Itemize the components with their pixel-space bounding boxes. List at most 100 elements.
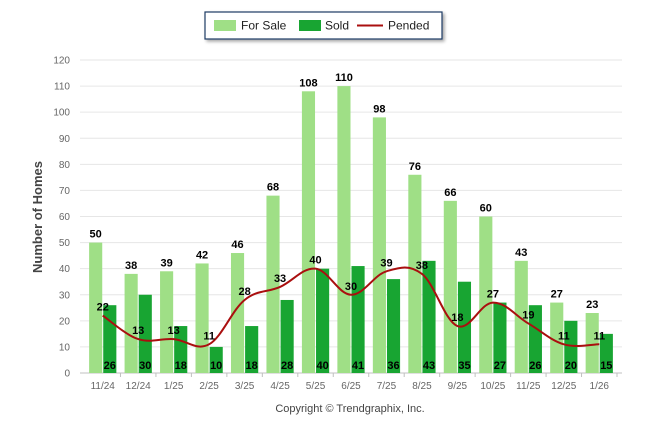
pended-value-label: 39 xyxy=(380,257,392,269)
y-tick-label: 120 xyxy=(53,56,70,67)
for-sale-value-label: 39 xyxy=(160,257,172,269)
legend-sold-label: Sold xyxy=(325,19,349,33)
legend-pended-label: Pended xyxy=(388,19,429,33)
sold-bar xyxy=(209,346,223,373)
pended-value-label: 19 xyxy=(522,309,534,321)
sold-bar xyxy=(138,294,152,373)
sold-value-label: 30 xyxy=(139,360,151,372)
for-sale-value-label: 110 xyxy=(335,72,353,84)
sold-value-label: 43 xyxy=(423,360,435,372)
pended-line xyxy=(102,266,600,348)
sold-value-label: 18 xyxy=(246,360,258,372)
for-sale-bar xyxy=(160,271,174,373)
for-sale-bar xyxy=(443,200,457,373)
pended-value-label: 11 xyxy=(203,330,215,342)
x-tick-label: 12/24 xyxy=(126,381,151,392)
y-tick-label: 90 xyxy=(59,134,71,145)
pended-value-label: 11 xyxy=(558,330,570,342)
x-tick-label: 8/25 xyxy=(412,381,432,392)
sold-value-label: 18 xyxy=(175,360,187,372)
for-sale-value-label: 50 xyxy=(90,229,102,241)
y-tick-label: 40 xyxy=(59,264,71,275)
y-tick-label: 20 xyxy=(59,316,71,327)
pended-value-label: 38 xyxy=(416,260,428,272)
sold-value-label: 41 xyxy=(352,360,364,372)
for-sale-bar xyxy=(479,216,493,373)
legend-for-sale-label: For Sale xyxy=(241,19,287,33)
for-sale-bar xyxy=(89,242,103,373)
for-sale-value-label: 108 xyxy=(299,77,317,89)
sold-value-label: 36 xyxy=(387,360,399,372)
sold-value-label: 26 xyxy=(529,360,541,372)
for-sale-bar xyxy=(301,91,316,374)
pended-value-label: 13 xyxy=(168,325,180,337)
y-tick-label: 10 xyxy=(59,342,71,353)
sold-bar xyxy=(245,326,259,373)
axes: 0 10 20 30 40 50 60 70 80 90 100 110 120 11/24 12/24 1/… xyxy=(53,56,618,392)
y-tick-label: 110 xyxy=(54,82,70,93)
for-sale-value-label: 38 xyxy=(125,260,137,272)
y-tick-label: 80 xyxy=(59,160,71,171)
x-tick-label: 3/25 xyxy=(235,381,255,392)
for-sale-bar xyxy=(230,253,245,373)
sold-value-label: 10 xyxy=(210,360,222,372)
for-sale-value-label: 23 xyxy=(586,299,598,311)
data-labels: 50 26 22 38 30 13 39 18 13 42 10 11 46 18 28 68 28 33 108 4… xyxy=(90,72,613,372)
for-sale-bar xyxy=(195,263,209,373)
pended-value-label: 13 xyxy=(132,325,144,337)
y-axis-label: Number of Homes xyxy=(30,161,45,273)
sold-bar xyxy=(457,281,472,373)
x-tick-label: 1/26 xyxy=(590,381,610,392)
sold-bar xyxy=(103,305,117,373)
sold-bar xyxy=(280,299,294,373)
sold-bar xyxy=(351,266,365,373)
sold-value-label: 40 xyxy=(316,360,328,372)
pended-value-label: 18 xyxy=(451,312,463,324)
sold-value-label: 15 xyxy=(600,360,612,372)
x-tick-label: 2/25 xyxy=(199,381,219,392)
for-sale-bar xyxy=(514,260,528,373)
sold-value-label: 20 xyxy=(565,360,577,372)
pended-line-layer xyxy=(102,266,600,348)
sold-value-label: 26 xyxy=(104,360,116,372)
legend-box xyxy=(204,11,443,40)
pended-value-label: 28 xyxy=(238,286,250,298)
sold-bar xyxy=(599,333,613,373)
y-tick-label: 30 xyxy=(59,290,71,301)
sold-value-label: 27 xyxy=(494,360,506,372)
y-tick-label: 50 xyxy=(59,238,71,249)
x-tick-label: 4/25 xyxy=(270,381,290,392)
x-tick-label: 7/25 xyxy=(377,381,397,392)
x-tick-label: 1/25 xyxy=(164,381,184,392)
for-sale-value-label: 68 xyxy=(267,182,279,194)
x-tick-label: 6/25 xyxy=(341,381,361,392)
for-sale-value-label: 76 xyxy=(409,161,421,173)
sold-value-label: 35 xyxy=(458,360,470,372)
for-sale-bar xyxy=(408,174,422,373)
x-tick-label: 5/25 xyxy=(306,381,326,392)
sold-bar xyxy=(386,279,401,373)
x-tick-label: 9/25 xyxy=(448,381,468,392)
sold-bar xyxy=(528,305,542,373)
sold-bar xyxy=(316,268,330,373)
x-tick-label: 12/25 xyxy=(551,381,576,392)
sold-bar xyxy=(564,320,578,373)
for-sale-value-label: 43 xyxy=(515,247,527,259)
legend-sold-swatch xyxy=(299,20,321,31)
for-sale-value-label: 98 xyxy=(373,103,385,115)
pended-value-label: 30 xyxy=(345,281,357,293)
copyright-footer: Copyright © Trendgraphix, Inc. xyxy=(275,403,424,415)
for-sale-bar xyxy=(266,195,280,373)
sold-value-label: 28 xyxy=(281,360,293,372)
for-sale-bar xyxy=(337,86,351,373)
pended-value-label: 27 xyxy=(487,289,499,301)
for-sale-value-label: 66 xyxy=(444,187,456,199)
y-tick-label: 0 xyxy=(64,369,70,380)
x-tick-label: 11/24 xyxy=(91,381,116,392)
for-sale-value-label: 60 xyxy=(480,203,492,215)
x-tick-label: 10/25 xyxy=(480,381,505,392)
y-tick-label: 100 xyxy=(53,108,70,119)
for-sale-bar xyxy=(372,117,386,373)
pended-value-label: 11 xyxy=(593,330,605,342)
